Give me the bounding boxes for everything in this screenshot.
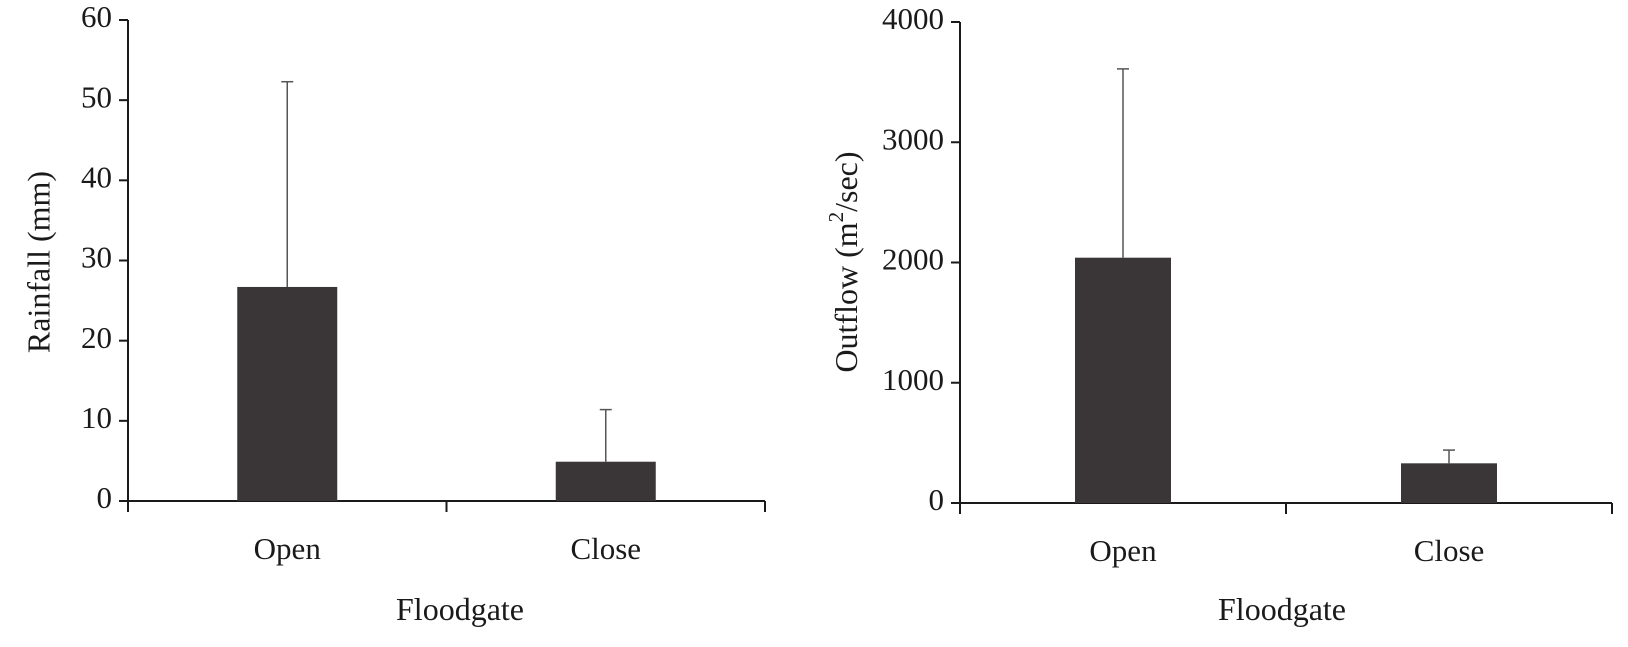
- outflow-chart: Outflow (m2/sec) Floodgate 0 1000 2000 3000…: [824, 1, 1613, 627]
- rainfall-chart: Rainfall (mm) Floodgate 0 10 20 30 40 50 60 Ope…: [20, 0, 766, 627]
- outflow-y-tick-label: 3000: [882, 121, 944, 156]
- rainfall-y-tick-label: 10: [81, 400, 112, 435]
- outflow-bar-open: [1075, 257, 1171, 503]
- rainfall-y-axis-title: Rainfall (mm): [20, 171, 56, 353]
- rainfall-bar-open: [237, 286, 338, 501]
- rainfall-x-tick-label-open: Open: [254, 531, 322, 566]
- rainfall-y-tick-label: 40: [81, 159, 112, 194]
- outflow-x-tick-label-open: Open: [1089, 533, 1157, 568]
- rainfall-bar-close: [555, 461, 656, 501]
- outflow-y-axis-title-suffix: /sec): [828, 151, 864, 211]
- outflow-y-tick-label: 0: [929, 482, 945, 517]
- outflow-x-axis-title: Floodgate: [1218, 591, 1346, 627]
- outflow-y-axis-title-superscript: 2: [824, 212, 848, 223]
- outflow-x-tick-label-close: Close: [1414, 533, 1485, 568]
- outflow-y-tick-label: 2000: [882, 242, 944, 277]
- rainfall-y-tick-label: 0: [97, 480, 113, 515]
- outflow-bar-close: [1401, 463, 1497, 503]
- rainfall-y-tick-label: 50: [81, 79, 112, 114]
- outflow-y-tick-label: 4000: [882, 1, 944, 36]
- outflow-y-axis-title: Outflow (m2/sec): [824, 151, 865, 372]
- rainfall-y-tick-label: 60: [81, 0, 112, 34]
- rainfall-x-axis-title: Floodgate: [396, 591, 524, 627]
- rainfall-y-tick-label: 30: [81, 240, 112, 275]
- outflow-y-tick-label: 1000: [882, 362, 944, 397]
- outflow-y-axis-title-main: Outflow (m: [828, 222, 864, 372]
- rainfall-x-tick-label-close: Close: [570, 531, 641, 566]
- rainfall-y-tick-label: 20: [81, 320, 112, 355]
